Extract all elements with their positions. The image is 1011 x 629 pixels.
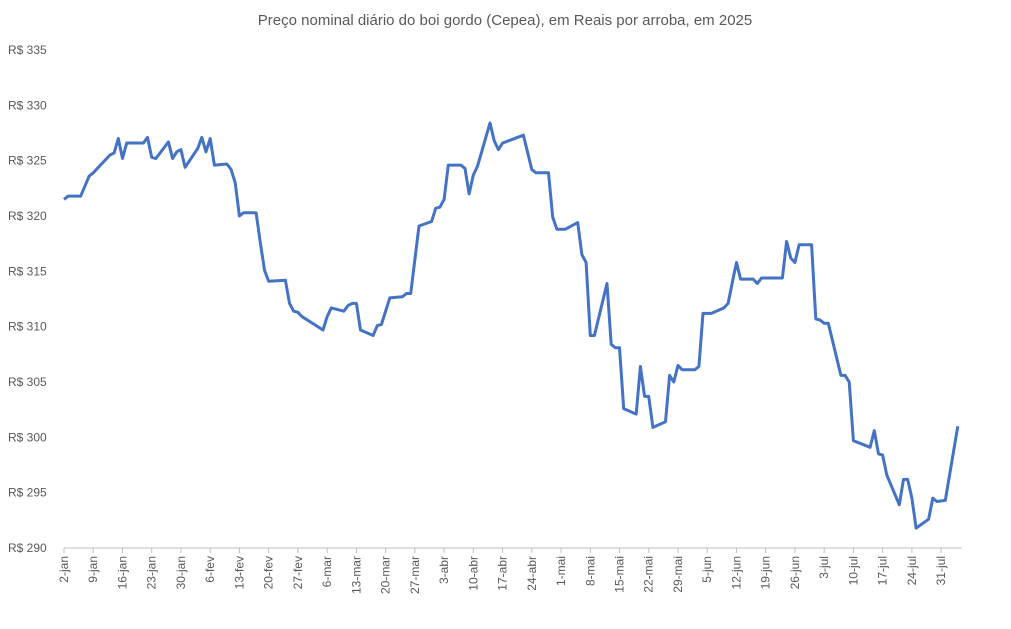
x-tick-label: 13-fev bbox=[232, 556, 246, 589]
x-tick-label: 16-jan bbox=[115, 556, 129, 589]
x-tick-label: 20-fev bbox=[262, 556, 276, 589]
x-tick-label: 27-fev bbox=[291, 556, 305, 589]
x-tick-label: 1-mai bbox=[554, 556, 568, 586]
x-tick-label: 22-mai bbox=[642, 556, 656, 593]
x-tick-label: 2-jan bbox=[57, 556, 71, 583]
y-tick-label: R$ 290 bbox=[8, 541, 47, 555]
y-tick-label: R$ 320 bbox=[8, 209, 47, 223]
x-tick-label: 29-mai bbox=[671, 556, 685, 593]
x-tick-label: 8-mai bbox=[583, 556, 597, 586]
x-tick-label: 17-jul bbox=[876, 556, 890, 585]
x-tick-label: 26-jun bbox=[788, 556, 802, 589]
y-tick-label: R$ 310 bbox=[8, 320, 47, 334]
chart-title: Preço nominal diário do boi gordo (Cepea… bbox=[258, 12, 752, 29]
y-tick-label: R$ 335 bbox=[8, 43, 47, 57]
y-tick-label: R$ 295 bbox=[8, 486, 47, 500]
x-tick-label: 15-mai bbox=[613, 556, 627, 593]
x-tick-label: 19-jun bbox=[759, 556, 773, 589]
x-tick-label: 30-jan bbox=[174, 556, 188, 589]
x-axis: 2-jan 9-jan 16-jan 23-jan 30-jan 6-fev 13-fev 2… bbox=[57, 548, 948, 594]
x-tick-label: 3-abr bbox=[437, 556, 451, 584]
x-tick-label: 10-abr bbox=[466, 556, 480, 591]
x-tick-label: 12-jun bbox=[729, 556, 743, 589]
x-tick-label: 24-abr bbox=[525, 556, 539, 591]
x-tick-label: 3-jul bbox=[817, 556, 831, 579]
y-axis: R$ 290 R$ 295 R$ 300 R$ 305 R$ 310 R$ 315 R$ 3… bbox=[8, 43, 47, 555]
x-tick-label: 20-mar bbox=[379, 556, 393, 594]
x-tick-label: 23-jan bbox=[145, 556, 159, 589]
x-tick-label: 5-jun bbox=[700, 556, 714, 583]
y-tick-label: R$ 330 bbox=[8, 98, 47, 112]
x-tick-label: 9-jan bbox=[86, 556, 100, 583]
y-tick-label: R$ 315 bbox=[8, 264, 47, 278]
x-tick-label: 31-jul bbox=[934, 556, 948, 585]
series-line bbox=[63, 121, 960, 530]
y-tick-label: R$ 325 bbox=[8, 154, 47, 168]
x-tick-label: 6-fev bbox=[203, 556, 217, 583]
x-tick-label: 13-mar bbox=[349, 556, 363, 594]
x-tick-label: 6-mar bbox=[320, 556, 334, 587]
x-tick-label: 24-jul bbox=[905, 556, 919, 585]
y-tick-label: R$ 305 bbox=[8, 375, 47, 389]
x-tick-label: 10-jul bbox=[846, 556, 860, 585]
y-tick-label: R$ 300 bbox=[8, 430, 47, 444]
x-tick-label: 27-mar bbox=[408, 556, 422, 594]
x-tick-label: 17-abr bbox=[496, 556, 510, 591]
